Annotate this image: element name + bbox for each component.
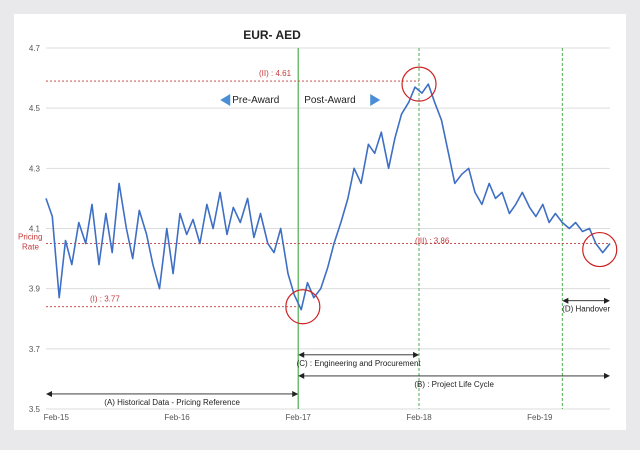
x-tick-label: Feb-15 <box>44 413 70 422</box>
value-annotation: (III) : 3.86 <box>415 237 450 246</box>
span-arrows: (A) Historical Data - Pricing Reference (… <box>46 297 611 407</box>
span-label: (D) Handover <box>562 305 610 314</box>
highlight-circle <box>582 231 618 268</box>
highlight-circle <box>401 66 437 102</box>
award-labels: Pre-Award Post-Award <box>220 94 381 106</box>
grid-lines <box>46 47 610 410</box>
post-award-arrow-icon <box>370 94 381 106</box>
span-label: (A) Historical Data - Pricing Reference <box>104 398 240 407</box>
span-arrow-head-left <box>298 372 305 379</box>
eur-aed-chart: EUR- AED 3.53.73.94.14.34.54.7 Feb-15 Feb… <box>18 28 618 422</box>
series-line-eur-aed <box>45 83 611 311</box>
y-tick-label: 3.9 <box>29 285 41 294</box>
span-arrow-head-right <box>413 351 420 358</box>
x-tick-label: Feb-17 <box>286 413 312 422</box>
x-tick-label: Feb-19 <box>527 413 553 422</box>
span-arrow-head-left <box>298 351 305 358</box>
y-tick-label: 3.5 <box>29 405 41 414</box>
x-tick-label: Feb-18 <box>406 413 432 422</box>
span-label: (B) : Project Life Cycle <box>414 380 494 389</box>
pre-award-label: Pre-Award <box>232 95 279 106</box>
span-arrow-head-left <box>46 390 52 397</box>
span-arrow-head-left <box>562 297 569 304</box>
vertical-markers <box>297 48 563 409</box>
reference-label: (I) : 3.77 <box>90 295 120 304</box>
y-axis-label: Pricing <box>18 233 42 242</box>
span-arrow-head-right <box>604 297 610 304</box>
pre-award-arrow-icon <box>220 94 231 106</box>
y-tick-label: 3.7 <box>29 345 41 354</box>
span-label: (C) : Engineering and Procurement <box>297 359 422 368</box>
y-tick-label: 4.5 <box>29 104 41 113</box>
span-arrow-head-right <box>292 390 299 397</box>
span-arrow-head-right <box>604 372 610 379</box>
chart-card: EUR- AED 3.5 3.7 3.9 4.1 4.3 4.5 4.7 Feb-15 Feb… <box>14 14 626 430</box>
y-tick-label: 4.1 <box>29 225 41 234</box>
highlight-circles <box>285 66 618 325</box>
y-tick-label: 4.7 <box>29 44 41 53</box>
y-axis-ticks: 3.5 3.7 3.9 4.1 4.3 4.5 4.7 <box>29 44 41 414</box>
highlight-circle <box>285 289 321 325</box>
chart-title: EUR- AED <box>243 28 301 42</box>
y-tick-label: 4.3 <box>29 164 41 173</box>
post-award-label: Post-Award <box>304 95 356 106</box>
x-axis-ticks: Feb-15 Feb-16 Feb-17 Feb-18 Feb-19 <box>44 413 553 422</box>
reference-label: (II) : 4.61 <box>259 69 292 78</box>
y-axis-label: Rate <box>22 243 39 252</box>
x-tick-label: Feb-16 <box>164 413 190 422</box>
